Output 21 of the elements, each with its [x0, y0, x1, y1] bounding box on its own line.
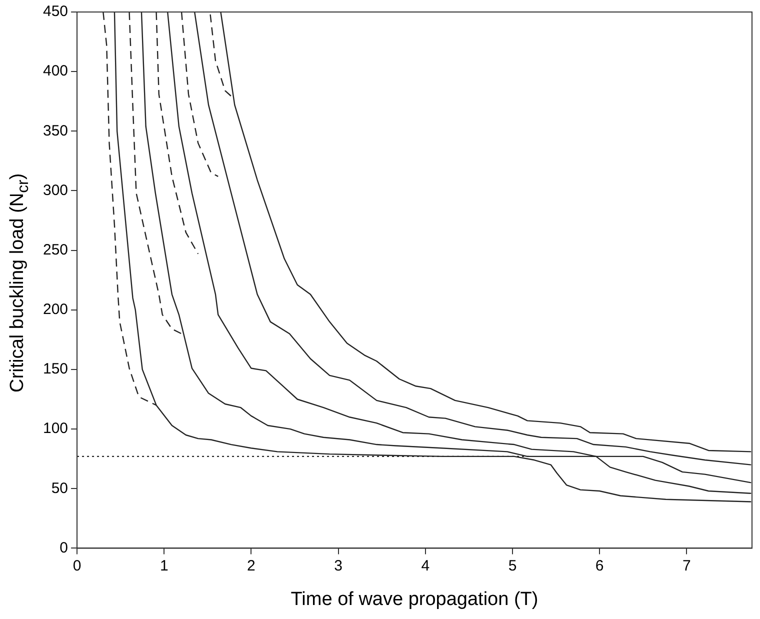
y-tick-label: 350 [42, 122, 68, 140]
x-tick-label: 4 [421, 557, 430, 574]
y-tick-label: 100 [42, 420, 68, 438]
x-tick-label: 3 [334, 557, 342, 574]
line-series [156, 12, 199, 254]
y-tick-label: 250 [42, 241, 68, 258]
x-tick-label: 0 [72, 557, 82, 574]
y-tick-label: 400 [42, 62, 68, 80]
y-tick-label: 150 [42, 360, 68, 378]
x-tick-label: 7 [682, 557, 691, 574]
x-tick-label: 1 [160, 557, 168, 574]
x-tick-label: 2 [247, 557, 256, 574]
y-tick-label: 200 [42, 301, 68, 318]
x-axis-title: Time of wave propagation (T) [290, 588, 538, 610]
x-tick-label: 5 [508, 557, 517, 574]
x-tick-label: 6 [595, 557, 604, 574]
y-tick-label: 50 [51, 480, 68, 497]
y-tick-label: 300 [42, 182, 68, 199]
line-series [180, 12, 219, 178]
y-tick-label: 0 [60, 539, 68, 556]
y-tick-label: 450 [42, 3, 68, 20]
